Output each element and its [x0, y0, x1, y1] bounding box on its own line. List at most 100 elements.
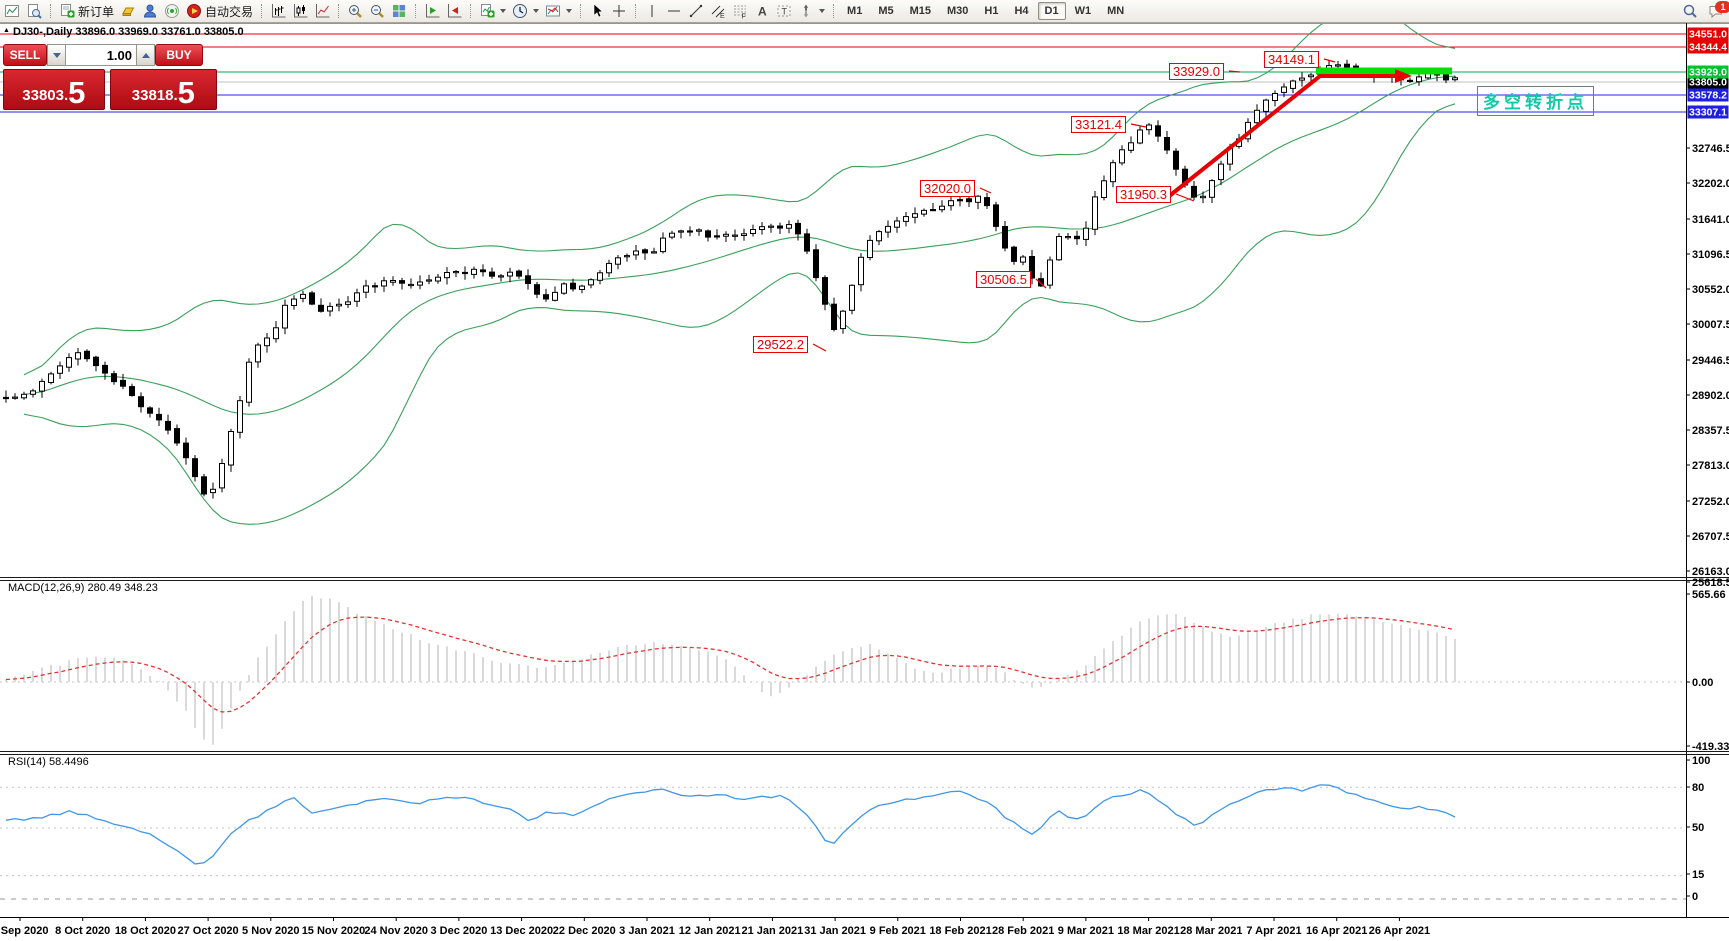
svg-text:0.00: 0.00: [1692, 677, 1713, 689]
svg-text:E: E: [720, 13, 725, 19]
toolbar-button-label: 自动交易: [205, 4, 254, 19]
toolbar-button-zoom-in[interactable]: [344, 1, 366, 21]
toolbar-button-broadcast[interactable]: [161, 1, 183, 21]
price-annotation-box[interactable]: 34149.1: [1264, 51, 1319, 68]
timeframe-M1[interactable]: M1: [847, 5, 863, 17]
svg-text:34344.4: 34344.4: [1689, 42, 1727, 54]
svg-text:18 Mar 2021: 18 Mar 2021: [1117, 925, 1179, 937]
toolbar-button-gold-bar[interactable]: [117, 1, 139, 21]
toolbar-button-profile[interactable]: [139, 1, 161, 21]
toolbar-button-autotrading[interactable]: 自动交易: [183, 1, 256, 21]
volume-increase-button[interactable]: [136, 44, 155, 66]
dropdown-caret-icon[interactable]: [566, 9, 573, 13]
svg-text:0: 0: [1692, 891, 1698, 903]
toolbar-button-channel[interactable]: E: [707, 1, 729, 21]
toolbar-button-bars-chart[interactable]: [267, 1, 289, 21]
toolbar-button-indicators[interactable]: [476, 1, 509, 21]
toolbar-button-vline[interactable]: [641, 1, 663, 21]
toolbar-button-line-chart[interactable]: [311, 1, 333, 21]
toolbar-button-auto-scroll[interactable]: [443, 1, 465, 21]
svg-text:33929.0: 33929.0: [1689, 67, 1727, 79]
timeframe-W1[interactable]: W1: [1074, 5, 1092, 17]
svg-text:26 Apr 2021: 26 Apr 2021: [1369, 925, 1430, 937]
spin-down-icon: [52, 52, 61, 58]
buy-button[interactable]: BUY: [155, 44, 203, 66]
dropdown-caret-icon[interactable]: [500, 9, 507, 13]
toolbar-button-search[interactable]: [1679, 1, 1701, 21]
toolbar-button-text[interactable]: A: [751, 1, 773, 21]
buy-price-frac: 5: [177, 75, 195, 110]
templates-icon: [546, 5, 561, 17]
svg-text:25618.5: 25618.5: [1692, 577, 1729, 589]
toolbar-button-templates[interactable]: [542, 1, 575, 21]
toolbar-button-text-label[interactable]: T: [773, 1, 795, 21]
chart-frame: [0, 23, 1729, 918]
red-trend-arrow[interactable]: [1166, 74, 1396, 199]
timeframe-H4[interactable]: H4: [1014, 5, 1029, 17]
toolbar-separator: [338, 4, 340, 18]
toolbar-button-print-preview[interactable]: [23, 1, 45, 21]
indicators-icon: [481, 4, 495, 18]
buy-price-tile[interactable]: 33818. 5: [109, 69, 217, 110]
svg-text:31096.5: 31096.5: [1692, 249, 1729, 261]
toolbar-button-periods[interactable]: [509, 1, 542, 21]
price-annotation-box[interactable]: 33121.4: [1071, 116, 1126, 133]
toolbar-button-trendline[interactable]: [685, 1, 707, 21]
toolbar-button-candles-chart[interactable]: [289, 1, 311, 21]
text-annotation[interactable]: 多空转折点: [1477, 86, 1594, 116]
timeframe-MN[interactable]: MN: [1107, 5, 1125, 17]
profile-icon: [144, 4, 157, 18]
timeframe-M30[interactable]: M30: [947, 5, 969, 17]
toolbar-button-hline[interactable]: [663, 1, 685, 21]
toolbar-button-arrows[interactable]: [795, 1, 828, 21]
price-annotation-box[interactable]: 32020.0: [920, 180, 975, 197]
svg-text:A: A: [758, 5, 767, 19]
macd-pane[interactable]: [0, 595, 1686, 745]
sell-price-tile[interactable]: 33803. 5: [3, 69, 105, 110]
toolbar-button-tile-windows[interactable]: [388, 1, 410, 21]
sell-button[interactable]: SELL: [3, 44, 47, 66]
price-annotation-box[interactable]: 30506.5: [976, 271, 1031, 288]
price-annotation-box[interactable]: 31950.3: [1116, 186, 1171, 203]
toolbar-button-fibonacci[interactable]: F: [729, 1, 751, 21]
collapse-chart-icon[interactable]: ▲: [3, 27, 10, 34]
toolbar-button-zoom-out[interactable]: [366, 1, 388, 21]
toolbar-separator: [635, 4, 637, 18]
timeframe-M15[interactable]: M15: [909, 5, 931, 17]
timeframe-D1[interactable]: D1: [1037, 2, 1066, 20]
svg-text:30007.5: 30007.5: [1692, 319, 1729, 331]
price-annotation-box[interactable]: 33929.0: [1169, 63, 1224, 80]
volume-decrease-button[interactable]: [47, 44, 66, 66]
toolbar-button-new-order[interactable]: 新订单: [56, 1, 117, 21]
timeframe-H1[interactable]: H1: [984, 5, 999, 17]
arrows-icon: [803, 4, 809, 18]
dropdown-caret-icon[interactable]: [533, 9, 540, 13]
vline-icon: [651, 5, 653, 17]
toolbar-button-chat[interactable]: 1: [1708, 1, 1729, 19]
toolbar-button-crosshair[interactable]: [608, 1, 630, 21]
toolbar-button-chart-shift[interactable]: [421, 1, 443, 21]
timeframe-M5[interactable]: M5: [878, 5, 894, 17]
svg-text:33307.1: 33307.1: [1689, 107, 1727, 119]
svg-text:28 Feb 2021: 28 Feb 2021: [992, 925, 1054, 937]
svg-text:31 Jan 2021: 31 Jan 2021: [804, 925, 866, 937]
rsi-pane[interactable]: [0, 784, 1686, 877]
svg-text:18 Oct 2020: 18 Oct 2020: [115, 925, 176, 937]
svg-text:27252.0: 27252.0: [1692, 496, 1729, 508]
zoom-out-icon: [371, 5, 384, 18]
toolbar-button-chart-window[interactable]: [1, 1, 23, 21]
main-price-pane[interactable]: [3, 4, 1458, 525]
sell-price-dot: .: [63, 87, 69, 104]
dropdown-caret-icon[interactable]: [819, 9, 826, 13]
volume-input[interactable]: [66, 44, 136, 66]
print-preview-icon: [28, 4, 42, 19]
svg-text:9 Feb 2021: 9 Feb 2021: [870, 925, 926, 937]
toolbar-button-cursor[interactable]: [586, 1, 608, 21]
notification-badge: 1: [1715, 1, 1729, 13]
toolbar-separator: [415, 4, 417, 18]
svg-text:34551.0: 34551.0: [1689, 29, 1727, 41]
price-annotation-box[interactable]: 29522.2: [753, 336, 808, 353]
